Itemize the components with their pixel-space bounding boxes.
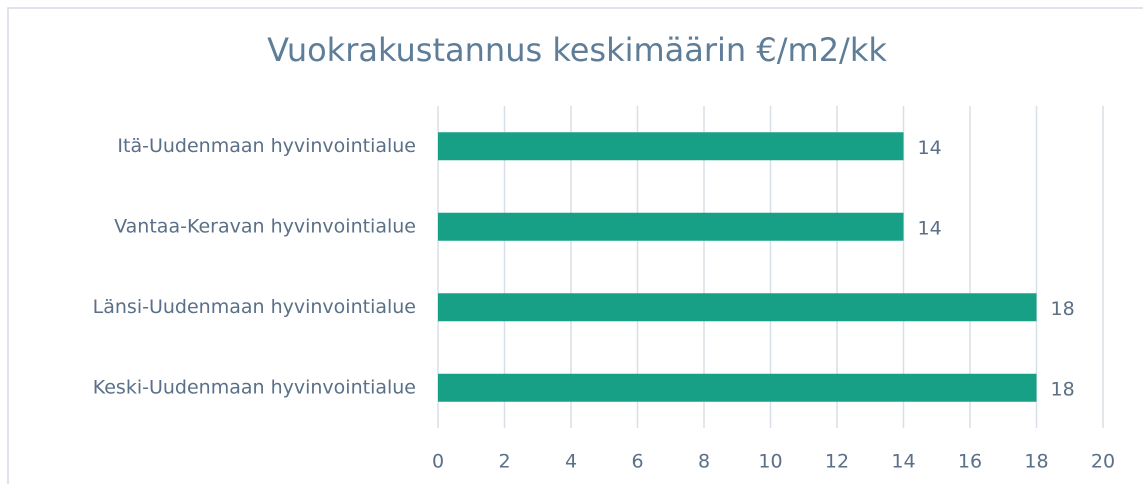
bar bbox=[438, 373, 1037, 402]
x-tick-label: 4 bbox=[565, 451, 577, 473]
y-tick-label: Länsi-Uudenmaan hyvinvointialue bbox=[93, 296, 416, 318]
x-tick-label: 6 bbox=[631, 451, 643, 473]
x-tick-label: 10 bbox=[758, 451, 782, 473]
y-tick-label: Keski-Uudenmaan hyvinvointialue bbox=[93, 376, 416, 398]
data-label: 14 bbox=[918, 137, 942, 159]
x-tick-label: 2 bbox=[498, 451, 510, 473]
x-tick-label: 12 bbox=[825, 451, 849, 473]
bar bbox=[438, 132, 904, 161]
bar bbox=[438, 293, 1037, 322]
y-tick-label: Itä-Uudenmaan hyvinvointialue bbox=[117, 135, 416, 157]
data-label: 18 bbox=[1051, 378, 1075, 400]
x-tick-label: 14 bbox=[891, 451, 915, 473]
x-tick-label: 8 bbox=[698, 451, 710, 473]
x-tick-label: 16 bbox=[958, 451, 982, 473]
x-tick-label: 0 bbox=[432, 451, 444, 473]
chart-title: Vuokrakustannus keskimäärin €/m2/kk bbox=[267, 31, 887, 69]
x-tick-label: 20 bbox=[1091, 451, 1115, 473]
data-label: 14 bbox=[918, 217, 942, 239]
bar bbox=[438, 212, 904, 241]
data-label: 18 bbox=[1051, 298, 1075, 320]
y-tick-label: Vantaa-Keravan hyvinvointialue bbox=[114, 215, 416, 237]
chart-frame bbox=[7, 7, 1143, 484]
x-tick-label: 18 bbox=[1024, 451, 1048, 473]
